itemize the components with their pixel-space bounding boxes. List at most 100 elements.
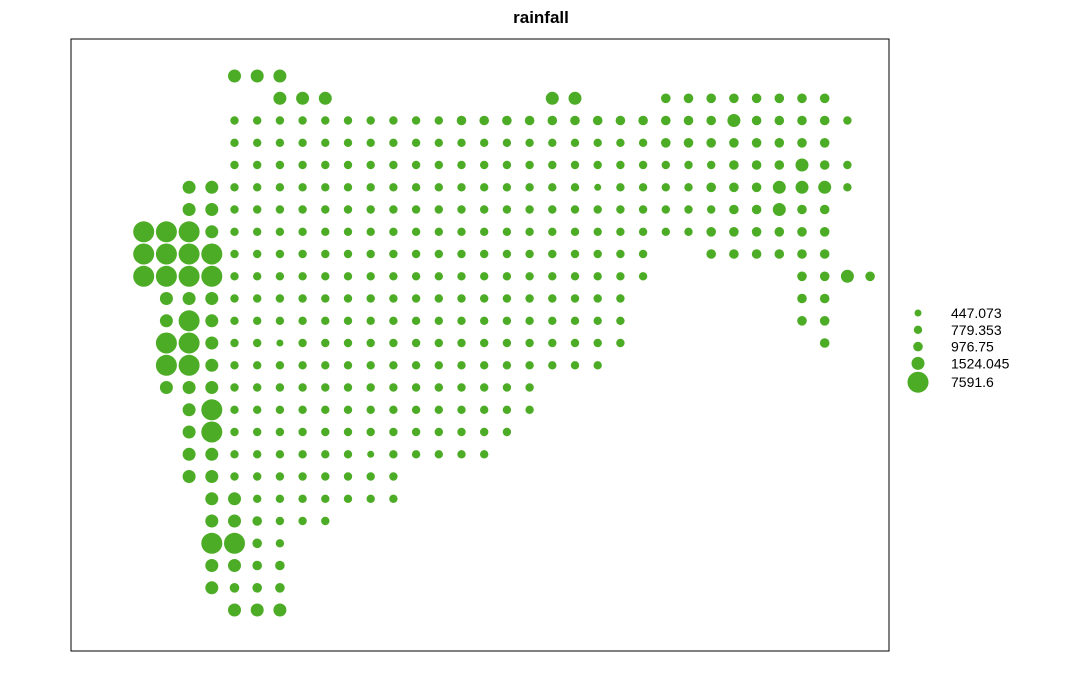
rainfall-point bbox=[616, 205, 625, 214]
rainfall-point bbox=[548, 160, 557, 170]
rainfall-point bbox=[230, 272, 239, 281]
rainfall-point bbox=[616, 294, 625, 303]
rainfall-point bbox=[480, 450, 489, 459]
rainfall-point bbox=[298, 205, 307, 214]
legend-symbol-5 bbox=[907, 371, 929, 393]
rainfall-point bbox=[321, 272, 330, 281]
rainfall-point bbox=[797, 249, 807, 259]
rainfall-point bbox=[479, 115, 490, 126]
rainfall-point bbox=[865, 271, 875, 282]
chart-title: rainfall bbox=[513, 8, 569, 27]
rainfall-point bbox=[182, 203, 196, 216]
rainfall-point bbox=[434, 427, 443, 437]
rainfall-point bbox=[205, 492, 219, 506]
rainfall-point bbox=[457, 272, 466, 281]
rainfall-point bbox=[411, 272, 421, 281]
rainfall-point bbox=[638, 138, 648, 147]
rainfall-point bbox=[684, 160, 693, 170]
rainfall-point bbox=[548, 227, 557, 236]
rainfall-point bbox=[570, 138, 580, 147]
rainfall-point bbox=[230, 294, 239, 303]
rainfall-point bbox=[321, 160, 330, 170]
rainfall-point bbox=[751, 115, 762, 126]
rainfall-point bbox=[366, 472, 375, 481]
rainfall-point bbox=[228, 603, 241, 617]
rainfall-point bbox=[434, 183, 443, 192]
rainfall-point bbox=[275, 405, 285, 414]
rainfall-point bbox=[525, 405, 534, 414]
rainfall-point bbox=[366, 494, 375, 503]
rainfall-point bbox=[774, 227, 785, 237]
rainfall-point bbox=[525, 205, 534, 214]
rainfall-point bbox=[706, 93, 716, 104]
rainfall-point bbox=[273, 91, 287, 105]
rainfall-point bbox=[253, 160, 262, 170]
rainfall-point bbox=[570, 361, 580, 370]
rainfall-point bbox=[751, 160, 762, 170]
rainfall-point bbox=[797, 316, 807, 326]
legend-label-2: 779.353 bbox=[951, 322, 1002, 338]
rainfall-point bbox=[253, 272, 262, 281]
rainfall-point bbox=[159, 314, 173, 328]
rainfall-point bbox=[457, 427, 466, 437]
rainfall-point bbox=[480, 294, 489, 303]
rainfall-point bbox=[457, 316, 466, 325]
rainfall-point bbox=[389, 450, 398, 459]
rainfall-point bbox=[205, 180, 219, 194]
rainfall-point bbox=[205, 581, 219, 595]
rainfall-point bbox=[411, 405, 421, 414]
rainfall-point bbox=[275, 160, 285, 170]
rainfall-point bbox=[434, 227, 443, 236]
rainfall-point bbox=[366, 338, 375, 348]
rainfall-point bbox=[155, 221, 177, 243]
rainfall-point bbox=[548, 338, 557, 348]
rainfall-point bbox=[343, 249, 353, 259]
rainfall-point bbox=[178, 265, 200, 287]
rainfall-point bbox=[434, 405, 443, 414]
rainfall-point bbox=[389, 138, 398, 147]
rainfall-point bbox=[434, 294, 443, 303]
rainfall-point bbox=[593, 338, 602, 348]
rainfall-point bbox=[205, 358, 219, 372]
rainfall-point bbox=[661, 205, 670, 214]
rainfall-point bbox=[683, 138, 694, 148]
rainfall-point bbox=[502, 361, 512, 370]
rainfall-point bbox=[593, 160, 602, 170]
rainfall-point bbox=[275, 383, 285, 392]
rainfall-point bbox=[159, 292, 173, 305]
rainfall-point bbox=[253, 450, 262, 459]
rainfall-point bbox=[502, 227, 512, 236]
rainfall-point bbox=[661, 138, 671, 148]
rainfall-point bbox=[230, 472, 239, 481]
rainfall-point bbox=[774, 249, 785, 259]
rainfall-point bbox=[298, 383, 307, 392]
rainfall-point bbox=[159, 381, 173, 394]
rainfall-point bbox=[205, 336, 219, 350]
rainfall-point bbox=[638, 227, 648, 236]
rainfall-point bbox=[480, 138, 489, 147]
rainfall-point bbox=[548, 316, 557, 325]
rainfall-point bbox=[366, 427, 375, 437]
rainfall-point bbox=[638, 160, 648, 170]
rainfall-point bbox=[729, 160, 739, 170]
rainfall-point bbox=[797, 271, 807, 282]
rainfall-point bbox=[456, 115, 467, 126]
rainfall-point bbox=[593, 361, 602, 370]
rainfall-point bbox=[230, 227, 239, 236]
rainfall-point bbox=[275, 138, 285, 147]
rainfall-point bbox=[133, 243, 155, 265]
rainfall-point bbox=[434, 116, 443, 125]
rainfall-point bbox=[205, 314, 219, 328]
rainfall-point bbox=[525, 316, 534, 325]
rainfall-point bbox=[434, 205, 443, 214]
rainfall-point bbox=[228, 492, 241, 506]
rainfall-point bbox=[321, 450, 330, 459]
rainfall-point bbox=[275, 249, 285, 259]
rainfall-point bbox=[298, 472, 307, 481]
rainfall-point bbox=[178, 310, 200, 332]
rainfall-point bbox=[230, 249, 239, 259]
rainfall-point bbox=[545, 91, 559, 105]
rainfall-point bbox=[525, 183, 534, 192]
rainfall-point bbox=[547, 115, 558, 126]
